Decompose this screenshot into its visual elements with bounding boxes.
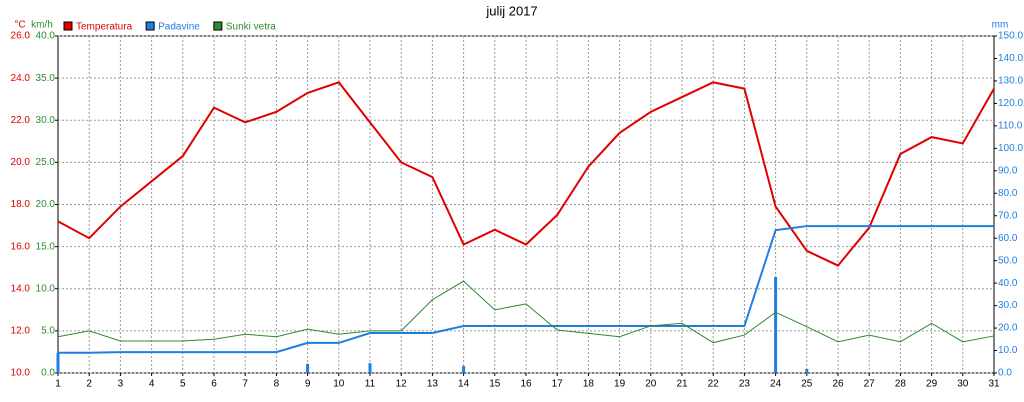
x-tick-label: 1 [55,379,61,390]
y3-unit: mm [992,20,1009,31]
x-tick-label: 4 [149,379,155,390]
y3-tick-label: 40.0 [998,278,1018,289]
legend-swatch [213,21,223,31]
y-tick-label: 22.0 [11,115,31,126]
y2-tick-label: 0.0 [41,368,55,379]
x-tick-label: 3 [118,379,124,390]
daily-bar [306,363,310,373]
x-tick-label: 22 [708,379,720,390]
y-tick-label: 12.0 [11,326,31,337]
x-tick-label: 18 [583,379,595,390]
x-tick-label: 28 [895,379,907,390]
x-tick-label: 10 [333,379,345,390]
y2-tick-label: 30.0 [36,115,56,126]
y-tick-label: 18.0 [11,199,31,210]
y2-unit: km/h [31,20,53,31]
x-tick-label: 17 [552,379,564,390]
x-tick-label: 12 [396,379,408,390]
y3-tick-label: 100.0 [998,143,1023,154]
daily-bar [462,366,466,373]
daily-bar [774,277,778,373]
y3-tick-label: 120.0 [998,98,1023,109]
series-line [57,280,995,344]
x-tick-label: 8 [274,379,280,390]
y3-tick-label: 50.0 [998,255,1018,266]
x-tick-label: 2 [86,379,92,390]
y-tick-label: 20.0 [11,157,31,168]
x-tick-label: 27 [864,379,876,390]
legend-label: Padavine [158,22,200,33]
y3-tick-label: 90.0 [998,165,1018,176]
y3-tick-label: 140.0 [998,53,1023,64]
series-line [57,81,995,267]
y3-tick-label: 0.0 [998,368,1012,379]
y-tick-label: 26.0 [11,31,31,42]
legend-label: Sunki vetra [226,22,276,33]
x-tick-label: 13 [427,379,439,390]
y3-tick-label: 20.0 [998,323,1018,334]
y3-tick-label: 150.0 [998,31,1023,42]
y2-tick-label: 5.0 [41,326,55,337]
x-tick-label: 26 [832,379,844,390]
daily-bar [805,368,809,373]
daily-bar [56,352,60,373]
y2-tick-label: 35.0 [36,73,56,84]
daily-bar [368,363,372,373]
x-tick-label: 20 [645,379,657,390]
series-line [58,225,994,354]
y-unit: °C [14,20,25,31]
x-tick-label: 11 [365,379,376,390]
legend-swatch [63,21,73,31]
x-tick-label: 9 [305,379,311,390]
x-tick-label: 14 [458,379,470,390]
x-tick-label: 29 [926,379,938,390]
x-tick-label: 31 [988,379,1000,390]
x-tick-label: 21 [676,379,688,390]
y2-tick-label: 10.0 [36,283,56,294]
y-tick-label: 16.0 [11,241,31,252]
x-tick-label: 24 [770,379,782,390]
y2-tick-label: 15.0 [36,241,56,252]
chart-title: julij 2017 [485,3,537,18]
y3-tick-label: 10.0 [998,345,1018,356]
y2-tick-label: 40.0 [36,31,56,42]
y-tick-label: 24.0 [11,73,31,84]
x-tick-label: 5 [180,379,186,390]
y-tick-label: 14.0 [11,283,31,294]
daily-bar [118,372,122,373]
legend-swatch [145,21,155,31]
y3-tick-label: 110.0 [998,121,1023,132]
y3-tick-label: 60.0 [998,233,1018,244]
y3-tick-label: 130.0 [998,76,1023,87]
x-tick-label: 15 [489,379,501,390]
y3-tick-label: 70.0 [998,210,1018,221]
y3-tick-label: 80.0 [998,188,1018,199]
x-tick-label: 30 [957,379,969,390]
x-tick-label: 16 [520,379,532,390]
y-tick-label: 10.0 [11,368,31,379]
y2-tick-label: 20.0 [36,199,56,210]
x-tick-label: 6 [211,379,217,390]
x-tick-label: 7 [242,379,248,390]
y2-tick-label: 25.0 [36,157,56,168]
x-tick-label: 23 [739,379,751,390]
x-tick-label: 19 [614,379,626,390]
x-tick-label: 25 [801,379,813,390]
legend-label: Temperatura [76,22,133,33]
y3-tick-label: 30.0 [998,300,1018,311]
